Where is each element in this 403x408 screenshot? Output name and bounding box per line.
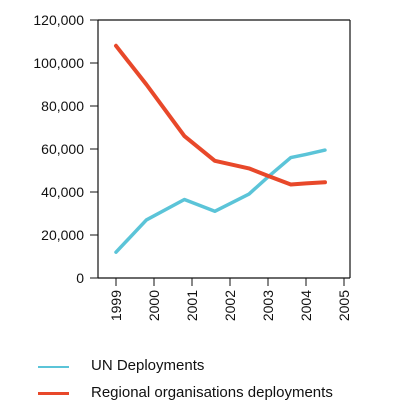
legend-item-un-deployments: UN Deployments <box>0 357 403 381</box>
y-tick-label: 40,000 <box>41 184 84 200</box>
series-line-regional-deployments <box>114 43 327 187</box>
series-line-un-deployments <box>114 148 327 254</box>
y-tick-label: 60,000 <box>41 141 84 157</box>
y-tick-label: 20,000 <box>41 227 84 243</box>
x-tick-label: 2002 <box>222 290 238 321</box>
legend-swatch-un <box>38 366 69 368</box>
y-tick-label: 100,000 <box>33 55 84 71</box>
x-tick-label: 2005 <box>336 290 352 321</box>
x-tick-label: 1999 <box>108 290 124 321</box>
x-tick-label: 2000 <box>146 290 162 321</box>
x-tick-label: 2003 <box>260 290 276 321</box>
y-tick-label: 80,000 <box>41 98 84 114</box>
line-chart: 020,00040,00060,00080,000100,000120,000 … <box>33 12 352 321</box>
x-tick-label: 2001 <box>184 290 200 321</box>
y-axis: 0 20,000 40,000 60,000 80,000 100,000 120,000 <box>33 12 351 286</box>
series-lines <box>114 43 327 254</box>
x-tick-label: 2004 <box>298 290 314 321</box>
legend-label-un: UN Deployments <box>91 357 205 374</box>
legend-swatch-regional <box>38 392 69 395</box>
y-tick-label: 0 <box>76 270 84 286</box>
x-axis: 1999 2000 2001 2002 2003 2004 2005 <box>98 277 352 321</box>
legend-label-regional: Regional organisations deployments <box>91 384 333 401</box>
legend-item-regional-deployments: Regional organisations deployments <box>0 384 403 408</box>
y-tick-label: 120,000 <box>33 12 84 28</box>
